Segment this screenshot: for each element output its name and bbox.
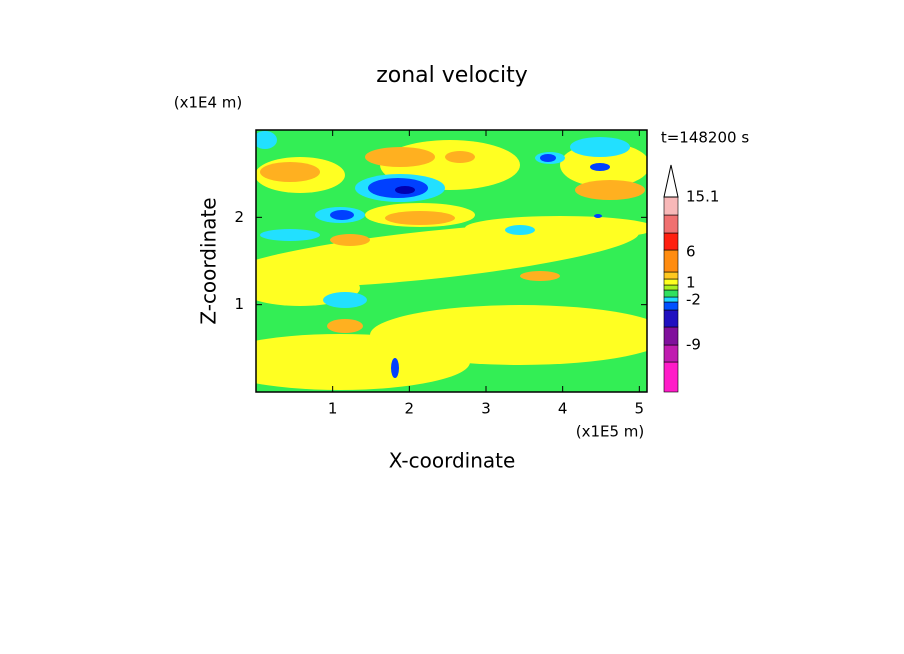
colorbar-arrow: [663, 164, 679, 198]
time-label: t=148200 s: [661, 129, 749, 147]
x-unit: (x1E5 m): [576, 423, 645, 441]
contour-field: [256, 130, 647, 392]
colorbar-band: [663, 278, 679, 286]
x-axis-label: X-coordinate: [389, 449, 516, 473]
y-tick-label: 2: [234, 208, 244, 226]
colorbar-band: [663, 196, 679, 216]
plot-frame: [255, 129, 648, 393]
colorbar-band: [663, 249, 679, 273]
x-tick-label: 3: [481, 400, 491, 418]
colorbar-label: 15.1: [686, 188, 719, 206]
y-unit: (x1E4 m): [174, 94, 243, 112]
colorbar-band: [663, 232, 679, 251]
colorbar-label: 1: [686, 274, 696, 292]
colorbar-band: [663, 284, 679, 291]
colorbar-label: -2: [686, 291, 701, 309]
colorbar-band: [663, 309, 679, 328]
x-tick-label: 1: [328, 400, 338, 418]
colorbar-band: [663, 344, 679, 363]
y-tick-label: 1: [234, 295, 244, 313]
colorbar-band: [663, 326, 679, 346]
colorbar-label: 6: [686, 243, 696, 261]
y-axis-label: Z-coordinate: [197, 197, 221, 324]
colorbar-band: [663, 361, 679, 393]
x-tick-label: 5: [635, 400, 645, 418]
colorbar-band: [663, 296, 679, 303]
x-tick-label: 2: [405, 400, 415, 418]
colorbar-label: -9: [686, 336, 701, 354]
contour-region: [330, 154, 610, 378]
colorbar-band: [663, 271, 679, 280]
colorbar-band: [663, 289, 679, 298]
colorbar-band: [663, 301, 679, 311]
contour-region: [395, 186, 415, 194]
colorbar-band: [663, 214, 679, 234]
chart-title: zonal velocity: [376, 63, 528, 88]
contour-region: [260, 147, 645, 333]
x-tick-label: 4: [558, 400, 568, 418]
